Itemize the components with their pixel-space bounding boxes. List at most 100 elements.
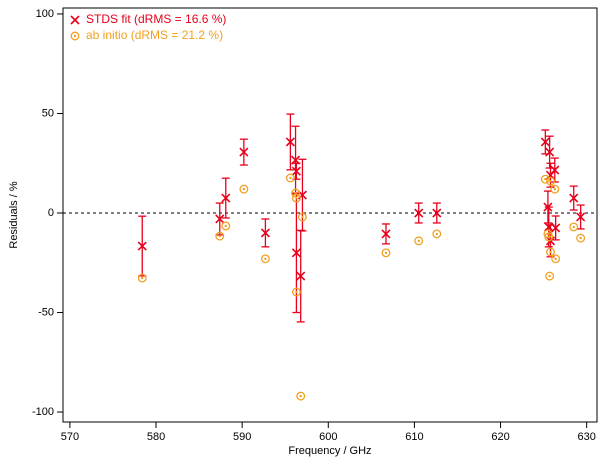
- cross-stroke: [285, 137, 295, 147]
- circle-dot: [548, 274, 551, 278]
- x-tick-label: 610: [405, 431, 423, 443]
- cross-marker: [291, 248, 301, 258]
- cross-stroke: [296, 271, 306, 281]
- circle-ring: [239, 184, 249, 194]
- circle-dot: [301, 215, 304, 219]
- circle-ring: [414, 236, 424, 246]
- cross-stroke: [70, 15, 80, 25]
- cross-marker: [545, 147, 555, 157]
- cross-stroke: [239, 147, 249, 157]
- circle-ring: [291, 188, 300, 198]
- circle-marker: [291, 193, 301, 203]
- circle-ring: [285, 173, 295, 183]
- circle-dot: [224, 224, 227, 228]
- y-axis-label: Residuals / %: [8, 181, 20, 248]
- circle-dot: [218, 234, 221, 238]
- x-tick-label: 570: [61, 431, 79, 443]
- cross-marker: [432, 208, 442, 218]
- circle-marker: [260, 254, 270, 264]
- circle-ring: [215, 231, 225, 241]
- x-tick-label: 630: [577, 431, 595, 443]
- circle-marker: [432, 229, 442, 239]
- y-tick-label: -100: [32, 406, 54, 418]
- cross-marker: [569, 193, 579, 203]
- cross-marker: [221, 193, 231, 203]
- circle-dot: [554, 257, 557, 260]
- y-tick-label: 0: [48, 207, 54, 219]
- circle-ring: [551, 254, 561, 264]
- cross-stroke: [260, 228, 270, 238]
- circle-ring: [432, 229, 442, 239]
- cross-marker: [239, 147, 249, 157]
- circle-ring: [381, 248, 391, 258]
- circle-dot: [264, 257, 267, 260]
- cross-stroke: [550, 165, 560, 175]
- cross-stroke: [137, 241, 147, 251]
- y-tick-label: 100: [36, 8, 54, 20]
- circle-marker: [414, 236, 424, 246]
- circle-marker: [285, 173, 295, 183]
- cross-stroke: [291, 248, 301, 258]
- circle-ring: [546, 176, 555, 186]
- circle-dot: [544, 177, 547, 181]
- cross-marker: [550, 165, 560, 175]
- circle-dot: [73, 34, 77, 38]
- cross-stroke: [215, 214, 225, 224]
- legend-label: STDS fit (dRMS = 16.6 %): [86, 12, 226, 26]
- circle-ring: [137, 273, 147, 283]
- circle-dot: [384, 251, 388, 255]
- circle-marker: [221, 221, 231, 231]
- circle-marker: [576, 233, 586, 243]
- circle-dot: [549, 250, 552, 254]
- circle-ring: [297, 212, 307, 222]
- circle-dot: [295, 290, 298, 294]
- cross-marker: [296, 271, 306, 281]
- y-tick-label: 50: [42, 107, 54, 119]
- circle-ring: [569, 222, 579, 232]
- circle-dot: [242, 187, 246, 191]
- circle-dot: [417, 239, 420, 243]
- circle-dot: [549, 179, 552, 183]
- circle-ring: [550, 184, 560, 194]
- cross-stroke: [221, 193, 231, 203]
- cross-marker: [260, 228, 270, 238]
- circle-ring: [544, 232, 554, 242]
- circle-dot: [553, 187, 556, 191]
- circle-marker: [551, 254, 561, 264]
- cross-marker: [285, 137, 295, 147]
- circle-marker: [569, 222, 579, 232]
- cross-stroke: [540, 137, 550, 147]
- circle-ring: [291, 287, 301, 297]
- circle-marker: [291, 287, 301, 297]
- cross-stroke: [432, 208, 442, 218]
- circle-marker: [546, 176, 555, 186]
- circle-ring: [540, 174, 550, 184]
- cross-stroke: [381, 229, 391, 239]
- circle-marker: [296, 391, 306, 401]
- plot-frame: [62, 7, 598, 423]
- x-tick-label: 590: [233, 431, 251, 443]
- circle-ring: [291, 193, 301, 203]
- circle-dot: [579, 236, 582, 240]
- x-tick-label: 600: [319, 431, 337, 443]
- legend-label: ab initio (dRMS = 21.2 %): [86, 28, 223, 42]
- cross-stroke: [291, 166, 301, 176]
- circle-marker: [540, 174, 550, 184]
- circle-dot: [299, 394, 302, 398]
- cross-marker: [551, 223, 561, 233]
- circle-dot: [572, 225, 575, 229]
- cross-marker: [137, 241, 147, 251]
- cross-marker: [70, 15, 80, 25]
- circle-ring: [546, 247, 555, 257]
- circle-marker: [215, 231, 225, 241]
- circle-marker: [297, 212, 307, 222]
- circle-marker: [546, 247, 555, 257]
- circle-marker: [137, 273, 147, 283]
- circle-ring: [221, 221, 231, 231]
- circle-dot: [289, 176, 292, 180]
- circle-marker: [544, 232, 554, 242]
- cross-marker: [540, 137, 550, 147]
- cross-stroke: [545, 147, 555, 157]
- cross-stroke: [551, 223, 561, 233]
- circle-ring: [545, 271, 555, 281]
